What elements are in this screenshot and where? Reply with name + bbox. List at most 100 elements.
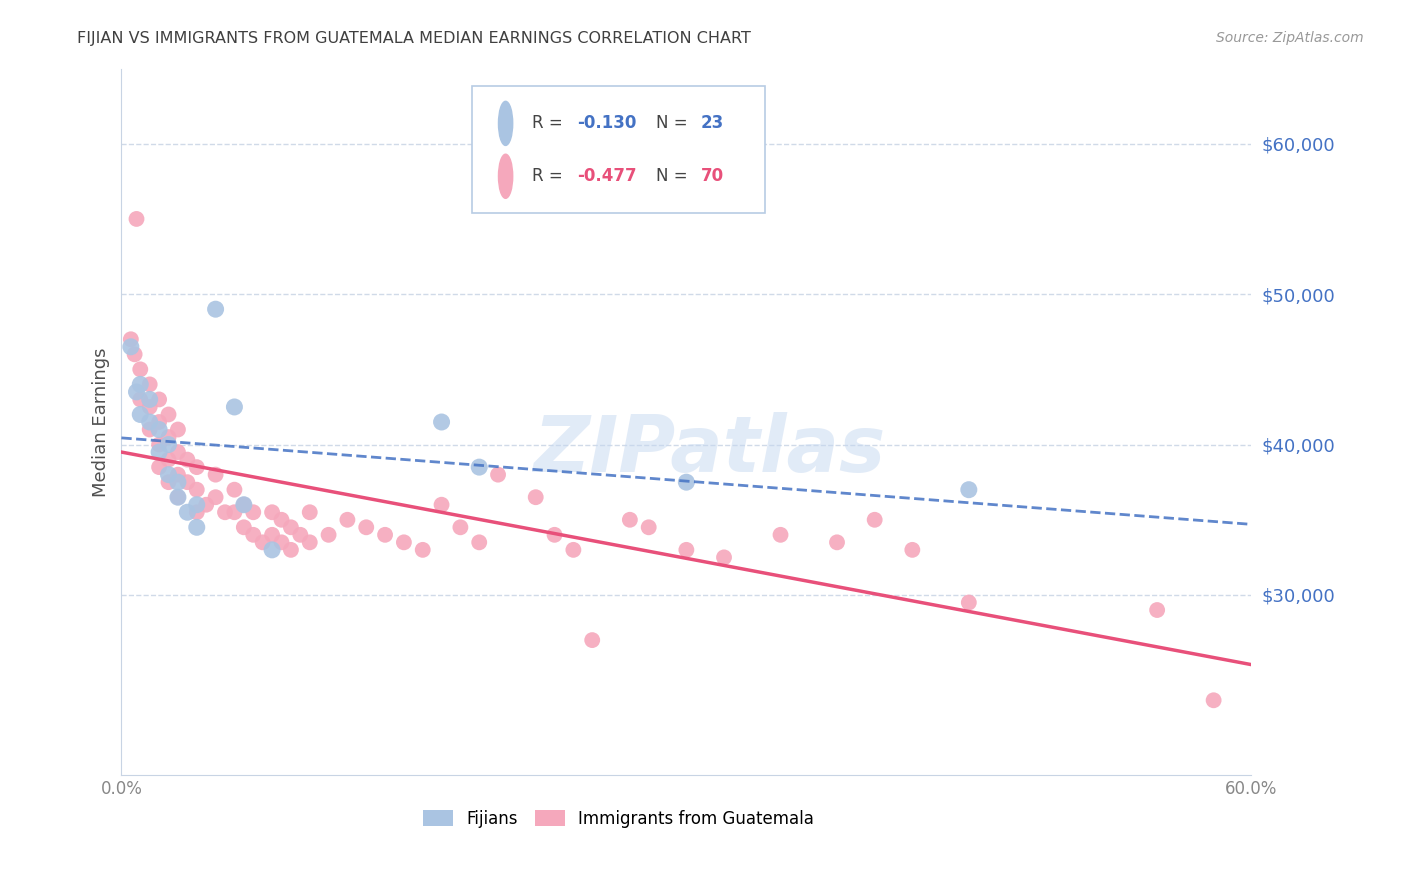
Point — [167, 490, 190, 504]
Point — [262, 505, 284, 519]
Point — [176, 475, 198, 490]
Text: Source: ZipAtlas.com: Source: ZipAtlas.com — [1216, 31, 1364, 45]
Point — [186, 483, 208, 497]
Point — [957, 595, 980, 609]
Point — [129, 377, 152, 392]
Point — [148, 415, 170, 429]
Point — [148, 392, 170, 407]
Point — [392, 535, 415, 549]
Point — [262, 528, 284, 542]
Point — [290, 528, 312, 542]
Point — [138, 400, 160, 414]
Point — [157, 467, 180, 482]
Point — [354, 520, 377, 534]
Point — [280, 520, 302, 534]
Point — [120, 340, 142, 354]
Point — [148, 460, 170, 475]
Point — [412, 542, 434, 557]
Point — [562, 542, 585, 557]
Point — [204, 490, 226, 504]
Text: -0.477: -0.477 — [576, 168, 637, 186]
Ellipse shape — [499, 102, 513, 145]
Text: 70: 70 — [702, 168, 724, 186]
Point — [232, 498, 254, 512]
Point — [524, 490, 547, 504]
Point — [675, 475, 697, 490]
Point — [157, 430, 180, 444]
Point — [204, 302, 226, 317]
Point — [270, 513, 292, 527]
Text: ZIPatlas: ZIPatlas — [533, 412, 886, 488]
Text: -0.130: -0.130 — [576, 114, 636, 132]
Point — [270, 535, 292, 549]
Text: R =: R = — [531, 114, 568, 132]
Y-axis label: Median Earnings: Median Earnings — [93, 347, 110, 497]
Point — [204, 467, 226, 482]
Point — [232, 498, 254, 512]
Point — [224, 505, 246, 519]
Point — [129, 408, 152, 422]
Point — [129, 362, 152, 376]
Point — [167, 490, 190, 504]
Point — [468, 535, 491, 549]
Point — [125, 384, 148, 399]
Point — [186, 505, 208, 519]
Point — [713, 550, 735, 565]
Point — [138, 377, 160, 392]
Point — [1146, 603, 1168, 617]
Point — [176, 505, 198, 519]
Point — [195, 498, 218, 512]
Point — [224, 483, 246, 497]
Point — [157, 475, 180, 490]
Text: 23: 23 — [702, 114, 724, 132]
Point — [430, 415, 453, 429]
Point — [619, 513, 641, 527]
Point — [167, 445, 190, 459]
Point — [224, 400, 246, 414]
Point — [957, 483, 980, 497]
Point — [675, 542, 697, 557]
Point — [148, 445, 170, 459]
Point — [157, 452, 180, 467]
Text: R =: R = — [531, 168, 568, 186]
Point — [280, 542, 302, 557]
Point — [863, 513, 886, 527]
Point — [374, 528, 396, 542]
Point — [167, 475, 190, 490]
Point — [138, 392, 160, 407]
Point — [486, 467, 509, 482]
Point — [581, 633, 603, 648]
Point — [825, 535, 848, 549]
Point — [148, 423, 170, 437]
Point — [1202, 693, 1225, 707]
Point — [298, 535, 321, 549]
Point — [157, 437, 180, 451]
Point — [543, 528, 565, 542]
Text: FIJIAN VS IMMIGRANTS FROM GUATEMALA MEDIAN EARNINGS CORRELATION CHART: FIJIAN VS IMMIGRANTS FROM GUATEMALA MEDI… — [77, 31, 751, 46]
Point — [157, 408, 180, 422]
Point — [318, 528, 340, 542]
Point — [901, 542, 924, 557]
Point — [468, 460, 491, 475]
Point — [242, 528, 264, 542]
Point — [129, 392, 152, 407]
Point — [637, 520, 659, 534]
Point — [186, 460, 208, 475]
Point — [186, 520, 208, 534]
Point — [769, 528, 792, 542]
Point — [138, 415, 160, 429]
Point — [242, 505, 264, 519]
Point — [176, 452, 198, 467]
Point — [167, 423, 190, 437]
Point — [186, 498, 208, 512]
Legend: Fijians, Immigrants from Guatemala: Fijians, Immigrants from Guatemala — [416, 803, 821, 834]
Point — [232, 520, 254, 534]
Point — [298, 505, 321, 519]
FancyBboxPatch shape — [471, 87, 765, 213]
Point — [148, 437, 170, 451]
Point — [124, 347, 146, 361]
Point — [252, 535, 274, 549]
Point — [336, 513, 359, 527]
Ellipse shape — [499, 154, 513, 198]
Point — [449, 520, 471, 534]
